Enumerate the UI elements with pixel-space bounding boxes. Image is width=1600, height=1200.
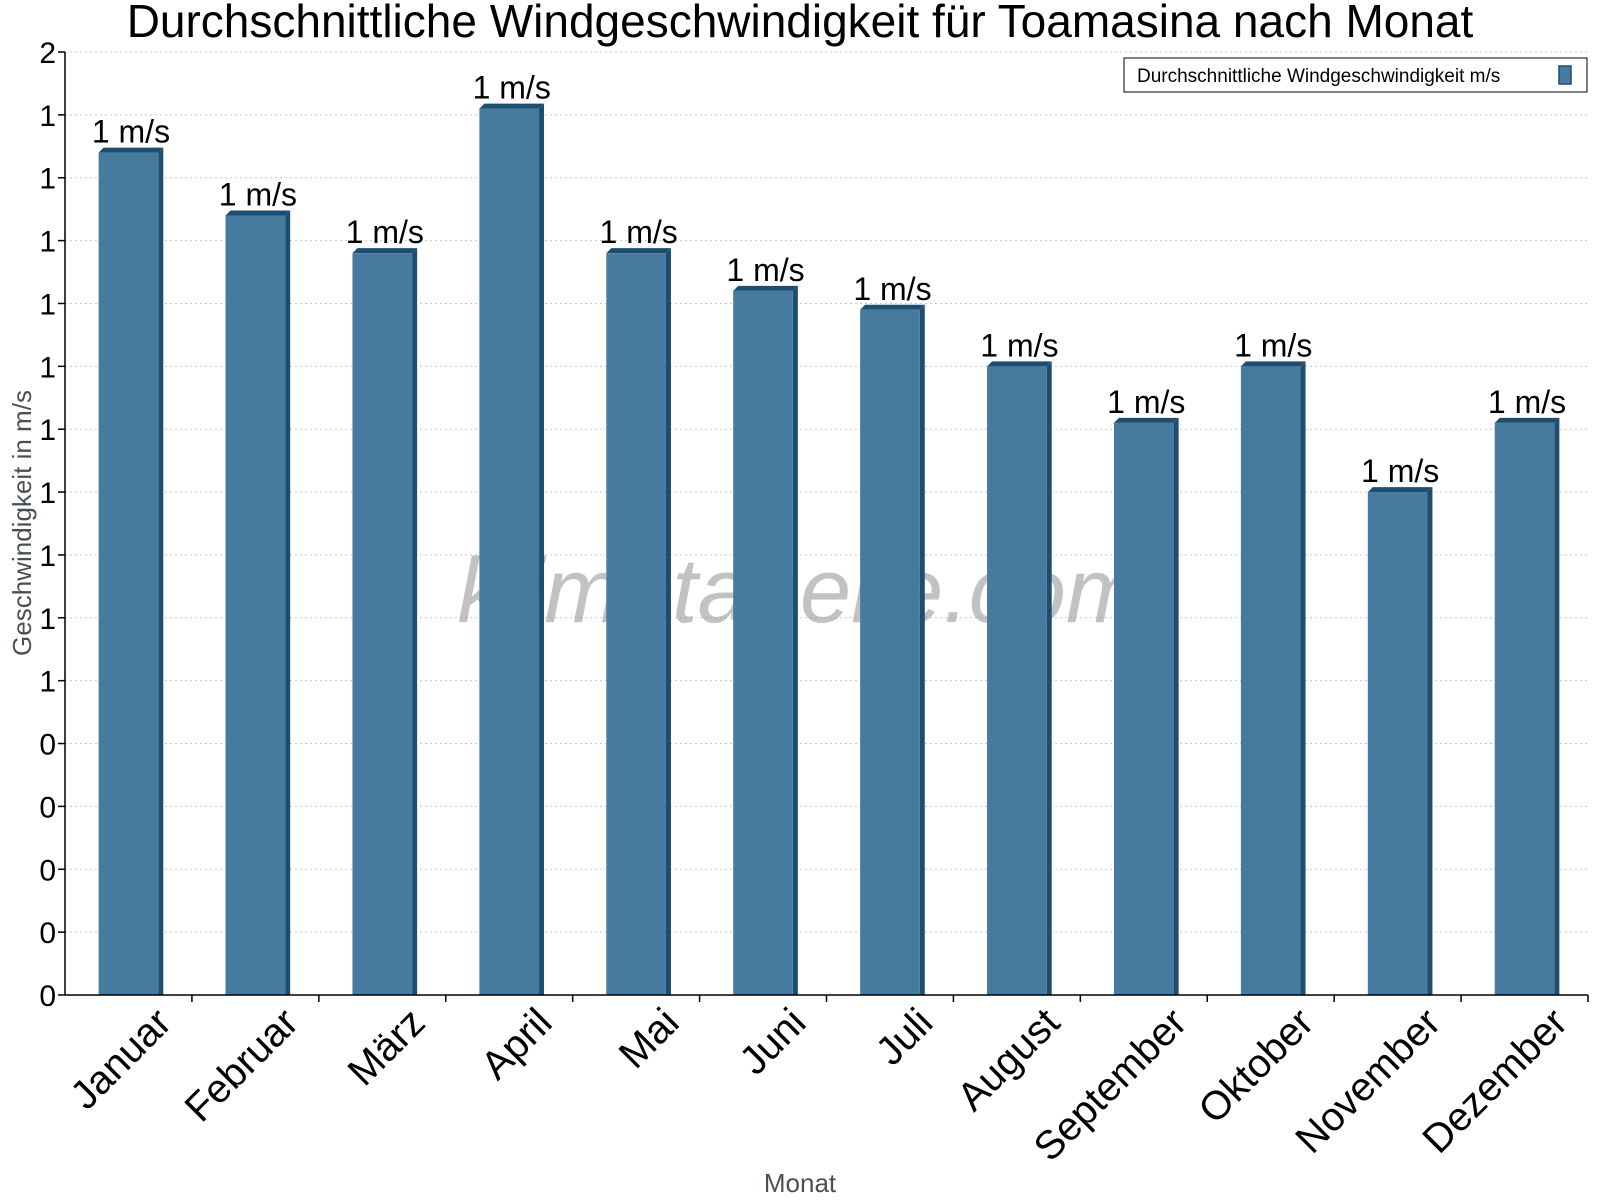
bar-face	[1494, 422, 1555, 995]
y-tick-label: 1	[39, 226, 56, 259]
bar	[352, 248, 418, 995]
bar-top	[352, 248, 418, 254]
x-tick-label: Juni	[731, 1000, 814, 1083]
x-tick-label: Januar	[62, 1000, 180, 1118]
y-tick-label: 1	[39, 100, 56, 133]
bar-side	[919, 304, 925, 996]
bar-top	[1367, 487, 1433, 493]
data-label: 1 m/s	[726, 252, 804, 288]
y-tick-label: 0	[39, 729, 56, 762]
bar	[1367, 487, 1433, 995]
bar-side	[1300, 361, 1306, 995]
y-tick-label: 1	[39, 288, 56, 321]
data-label: 1 m/s	[600, 214, 678, 250]
data-label: 1 m/s	[1488, 384, 1566, 420]
bar-face	[1367, 492, 1428, 995]
x-tick-label: Mai	[611, 1000, 688, 1077]
bar-side	[1046, 361, 1052, 995]
bar-face	[1240, 366, 1301, 995]
x-tick-label: Oktober	[1190, 1000, 1322, 1132]
bar	[1494, 417, 1560, 995]
bar	[1113, 417, 1179, 995]
grid-lines	[65, 51, 1588, 933]
y-tick-label: 2	[39, 37, 56, 70]
bar-side	[412, 248, 418, 995]
bar-side	[1427, 487, 1433, 995]
bar	[479, 103, 545, 995]
data-label: 1 m/s	[219, 176, 297, 212]
bar-top	[1494, 417, 1560, 423]
y-tick-label: 1	[39, 163, 56, 196]
y-tick-label: 1	[39, 666, 56, 699]
bar-top	[860, 304, 925, 310]
y-tick-label: 1	[39, 414, 56, 447]
y-tick-label: 1	[39, 477, 56, 510]
bar-face	[1113, 422, 1174, 995]
y-tick-label: 0	[39, 980, 56, 1013]
y-tick-label: 0	[39, 791, 56, 824]
bar-top	[987, 361, 1052, 367]
data-labels: 1 m/s 1 m/s 1 m/s 1 m/s 1 m/s 1 m/s 1 m/s 1 m/s…	[92, 70, 1566, 489]
bar-face	[225, 215, 286, 995]
bar-top	[606, 248, 671, 254]
x-tick-label: August	[949, 1000, 1068, 1119]
data-label: 1 m/s	[346, 214, 424, 250]
bar	[733, 285, 798, 996]
bar-face	[733, 290, 793, 996]
bar-face	[987, 366, 1047, 995]
bar	[225, 210, 291, 995]
data-label: 1 m/s	[853, 271, 931, 307]
legend-box	[1123, 57, 1588, 93]
bar-side	[539, 103, 545, 995]
data-label: 1 m/s	[473, 70, 551, 106]
y-tick-label: 1	[39, 540, 56, 573]
legend-label: Durchschnittliche Windgeschwindigkeit m/…	[1137, 66, 1500, 87]
bar-top	[1113, 417, 1179, 423]
data-label: 1 m/s	[92, 114, 170, 150]
bar-top	[98, 147, 164, 153]
bar	[860, 304, 925, 996]
data-label: 1 m/s	[1234, 327, 1312, 363]
y-axis-ticks: 0 0 0 0 0 1 1 1 1 1 1 1 1 1 1 2	[39, 37, 65, 1013]
bar	[606, 248, 671, 995]
legend-swatch	[1558, 65, 1572, 85]
bar	[987, 361, 1052, 995]
bar-side	[1173, 417, 1179, 995]
chart-title: Durchschnittliche Windgeschwindigkeit fü…	[127, 0, 1474, 47]
data-label: 1 m/s	[1361, 453, 1439, 489]
x-axis-label: Monat	[764, 1168, 837, 1198]
bar-side	[285, 210, 291, 995]
y-tick-label: 1	[39, 351, 56, 384]
bar-face	[860, 309, 920, 996]
data-label: 1 m/s	[980, 327, 1058, 363]
bar-side	[158, 147, 164, 995]
bar-face	[352, 253, 413, 995]
bar-side	[665, 248, 671, 995]
bar-top	[733, 285, 798, 291]
x-tick-label: März	[340, 1000, 434, 1094]
x-tick-label: Februar	[177, 1000, 307, 1130]
bar	[98, 147, 164, 995]
bar-face	[606, 253, 666, 995]
y-tick-label: 0	[39, 854, 56, 887]
bar-face	[98, 152, 159, 995]
bar-side	[1554, 417, 1560, 995]
y-tick-label: 1	[39, 603, 56, 636]
bar-top	[479, 103, 545, 109]
bar-face	[479, 108, 540, 995]
x-tick-label: Juli	[868, 1000, 942, 1074]
x-tick-label: April	[473, 1000, 561, 1088]
y-axis-label: Geschwindigkeit in m/s	[7, 390, 37, 656]
bar-top	[225, 210, 291, 216]
bar-top	[1240, 361, 1306, 367]
bar-side	[792, 285, 798, 996]
y-tick-label: 0	[39, 917, 56, 950]
bar	[1240, 361, 1306, 995]
legend: Durchschnittliche Windgeschwindigkeit m/…	[1123, 57, 1588, 93]
bar-series	[98, 103, 1560, 996]
data-label: 1 m/s	[1107, 384, 1185, 420]
